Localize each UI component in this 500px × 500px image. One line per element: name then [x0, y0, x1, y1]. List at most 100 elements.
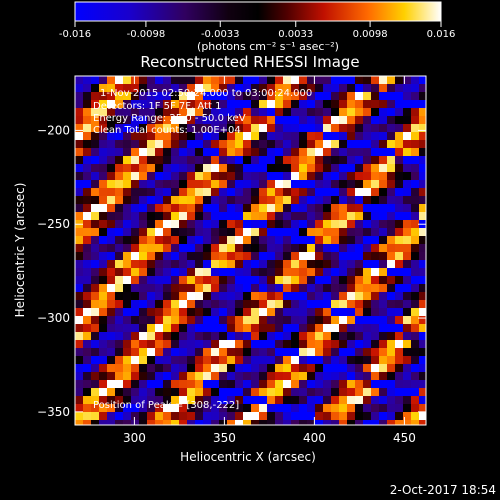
- heatmap-cell: [379, 172, 387, 180]
- heatmap-cell: [163, 420, 171, 425]
- heatmap-cell: [115, 380, 123, 388]
- heatmap-cell: [163, 204, 171, 212]
- heatmap-cell: [163, 140, 171, 148]
- heatmap-cell: [115, 164, 123, 172]
- heatmap-cell: [379, 148, 387, 156]
- heatmap-cell: [123, 164, 131, 172]
- heatmap-cell: [91, 284, 99, 292]
- y-tick-label: −250: [37, 217, 70, 231]
- heatmap-cell: [179, 244, 187, 252]
- heatmap-cell: [211, 396, 219, 404]
- heatmap-cell: [403, 348, 411, 356]
- heatmap-cell: [211, 332, 219, 340]
- heatmap-cell: [315, 276, 323, 284]
- heatmap-cell: [99, 348, 107, 356]
- heatmap-cell: [323, 300, 331, 308]
- heatmap-cell: [315, 324, 323, 332]
- heatmap-cell: [235, 100, 243, 108]
- heatmap-cell: [323, 76, 331, 84]
- heatmap-cell: [403, 124, 411, 132]
- heatmap-cell: [299, 124, 307, 132]
- heatmap-cell: [83, 356, 91, 364]
- heatmap-cell: [419, 308, 426, 316]
- heatmap-cell: [123, 316, 131, 324]
- heatmap-cell: [155, 76, 163, 84]
- heatmap-cell: [163, 244, 171, 252]
- heatmap-cell: [219, 308, 227, 316]
- heatmap-cell: [259, 156, 267, 164]
- heatmap-cell: [99, 132, 107, 140]
- heatmap-cell: [275, 324, 283, 332]
- heatmap-cell: [99, 236, 107, 244]
- heatmap-cell: [315, 252, 323, 260]
- heatmap-cell: [171, 228, 179, 236]
- heatmap-cell: [299, 340, 307, 348]
- heatmap-cell: [339, 236, 347, 244]
- heatmap-cell: [203, 252, 211, 260]
- heatmap-cell: [171, 124, 179, 132]
- heatmap-cell: [139, 212, 147, 220]
- heatmap-cell: [107, 172, 115, 180]
- heatmap-cell: [107, 276, 115, 284]
- heatmap-cell: [155, 260, 163, 268]
- heatmap-cell: [299, 156, 307, 164]
- heatmap-cell: [83, 300, 91, 308]
- heatmap-cell: [259, 76, 267, 84]
- heatmap-cell: [123, 108, 131, 116]
- heatmap-cell: [187, 292, 195, 300]
- heatmap-cell: [131, 420, 139, 425]
- heatmap-cell: [387, 164, 395, 172]
- heatmap-cell: [187, 364, 195, 372]
- heatmap-cell: [115, 388, 123, 396]
- heatmap-cell: [315, 372, 323, 380]
- heatmap-cell: [235, 372, 243, 380]
- heatmap-cell: [139, 84, 147, 92]
- heatmap-cell: [187, 380, 195, 388]
- heatmap-cell: [291, 364, 299, 372]
- heatmap-cell: [379, 228, 387, 236]
- heatmap-cell: [171, 396, 179, 404]
- heatmap-cell: [339, 204, 347, 212]
- heatmap-cell: [211, 268, 219, 276]
- heatmap-cell: [91, 268, 99, 276]
- heatmap-cell: [419, 300, 426, 308]
- heatmap-cell: [347, 108, 355, 116]
- heatmap-cell: [75, 300, 83, 308]
- heatmap-cell: [307, 388, 315, 396]
- heatmap-cell: [115, 260, 123, 268]
- heatmap-cell: [147, 100, 155, 108]
- heatmap-cell: [227, 180, 235, 188]
- heatmap-cell: [267, 132, 275, 140]
- heatmap-cell: [107, 148, 115, 156]
- heatmap-cell: [259, 340, 267, 348]
- heatmap-cell: [387, 388, 395, 396]
- heatmap-cell: [363, 172, 371, 180]
- heatmap-cell: [267, 244, 275, 252]
- heatmap-cell: [227, 140, 235, 148]
- heatmap-cell: [355, 172, 363, 180]
- heatmap-cell: [219, 172, 227, 180]
- heatmap-cell: [107, 284, 115, 292]
- heatmap-cell: [323, 84, 331, 92]
- heatmap-cell: [347, 380, 355, 388]
- heatmap-cell: [299, 84, 307, 92]
- heatmap-cell: [403, 316, 411, 324]
- heatmap-cell: [171, 100, 179, 108]
- heatmap-cell: [331, 276, 339, 284]
- heatmap-cell: [171, 404, 179, 412]
- heatmap-cell: [179, 420, 187, 425]
- heatmap-cell: [171, 116, 179, 124]
- heatmap-cell: [379, 92, 387, 100]
- heatmap-cell: [259, 196, 267, 204]
- heatmap-cell: [363, 348, 371, 356]
- heatmap-cell: [267, 340, 275, 348]
- heatmap-cell: [307, 244, 315, 252]
- heatmap-cell: [387, 420, 395, 425]
- heatmap-cell: [211, 412, 219, 420]
- heatmap-cell: [291, 140, 299, 148]
- heatmap-cell: [339, 420, 347, 425]
- heatmap-cell: [331, 340, 339, 348]
- heatmap-cell: [339, 140, 347, 148]
- heatmap-cell: [419, 196, 426, 204]
- heatmap-cell: [355, 380, 363, 388]
